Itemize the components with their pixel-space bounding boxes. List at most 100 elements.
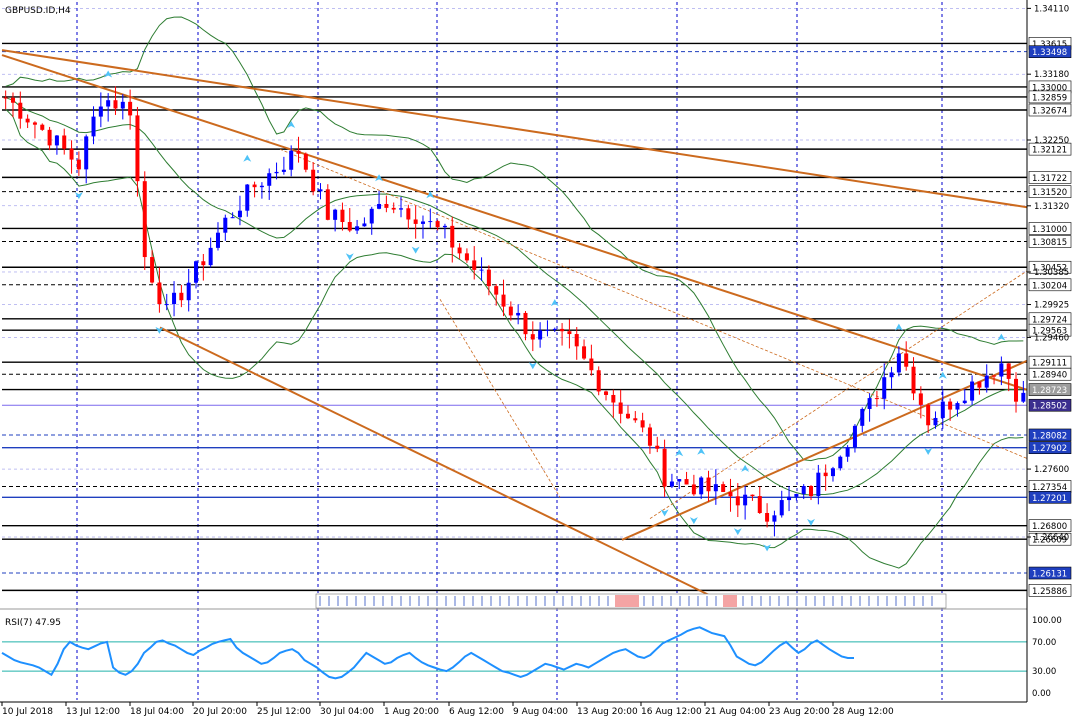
fractals [74, 70, 1006, 552]
bull-candle [779, 500, 784, 516]
rsi-axis-label: 70.00 [1032, 638, 1056, 648]
bull-candle [274, 171, 279, 174]
fractal-up-arrow [375, 174, 384, 182]
price-axis-label: 1.29460 [1034, 333, 1069, 343]
bull-candle [787, 496, 792, 501]
bull-candle [355, 226, 360, 231]
price-level-label: 1.29724 [1032, 315, 1067, 325]
price-level-tag [1028, 532, 1072, 546]
time-axis-label: 18 Jul 04:00 [130, 707, 184, 717]
bull-candle [237, 210, 242, 218]
bear-candle [40, 124, 45, 130]
bull-candle [852, 425, 857, 448]
bear-candle [757, 496, 762, 514]
price-level-label: 1.29111 [1032, 359, 1067, 369]
price-axis-label: 1.29925 [1034, 301, 1069, 311]
fractal-up-arrow [675, 449, 684, 457]
rsi-panel: 100.00 70.00 30.00 0.00 [0, 608, 1062, 699]
bear-candle [662, 448, 667, 487]
descending-channel-lower-trendline[interactable] [159, 326, 713, 598]
bear-candle [618, 402, 623, 414]
price-axis-label: 1.26640 [1034, 533, 1069, 543]
bear-candle [201, 261, 206, 266]
bull-candle [838, 456, 843, 469]
price-level-tag [1028, 491, 1072, 504]
price-level-tag [1028, 383, 1072, 396]
bear-candle [128, 101, 133, 116]
price-axis-label: 1.33180 [1034, 70, 1069, 80]
descending-channel-upper-trendline[interactable] [1, 54, 1028, 391]
bull-candle [940, 401, 945, 418]
bear-candle [18, 102, 23, 119]
bull-candle [962, 400, 967, 404]
price-axis-label: 1.30385 [1034, 268, 1069, 278]
bull-candle [896, 353, 901, 373]
bear-candle [457, 247, 462, 254]
projected-support-line[interactable] [649, 270, 1028, 519]
bull-candle [801, 485, 806, 494]
bull-candle [164, 304, 169, 306]
bull-candle [830, 468, 835, 477]
bear-candle [765, 513, 770, 522]
trendlines[interactable] [1, 49, 1028, 598]
price-level-tag [1028, 90, 1072, 104]
price-level-tag [1028, 367, 1072, 381]
bull-candle [984, 375, 989, 388]
price-level-label: 1.26800 [1032, 522, 1067, 532]
bear-candle [911, 366, 916, 394]
price-level-tag [1028, 260, 1072, 274]
fractal-down-arrow [763, 544, 772, 552]
price-level-label: 1.28723 [1032, 386, 1067, 396]
bear-candle [1014, 378, 1019, 402]
price-level-tag [1028, 103, 1072, 117]
bear-candle [655, 445, 660, 449]
time-axis-label: 21 Aug 04:00 [705, 707, 766, 717]
bull-candle [669, 481, 674, 487]
price-level-label: 1.28940 [1032, 371, 1067, 381]
price-level-label: 1.27201 [1032, 494, 1067, 504]
decline-projection-line[interactable] [439, 299, 561, 498]
bull-candle [369, 208, 374, 224]
bull-candle [98, 106, 103, 117]
ascending-support-trendline[interactable] [621, 359, 1028, 541]
price-level-label: 1.26131 [1032, 570, 1067, 580]
bull-candle [362, 223, 367, 227]
rsi-axis-label: 100.00 [1032, 616, 1062, 626]
bear-candle [76, 159, 81, 170]
fractal-down-arrow [660, 509, 669, 517]
bull-candle [289, 150, 294, 170]
time-axis-label: 20 Jul 20:00 [193, 707, 247, 717]
bull-candle [106, 100, 111, 107]
bear-candle [977, 381, 982, 388]
price-level-label: 1.30204 [1032, 281, 1067, 291]
price-level-tag [1028, 142, 1072, 156]
fractal-up-arrow [243, 154, 252, 162]
bear-candle [494, 286, 499, 295]
price-level-label: 1.32121 [1032, 146, 1067, 156]
long-term-resistance-trendline[interactable] [1, 49, 1028, 209]
price-level-label: 1.32674 [1032, 106, 1067, 116]
price-level-tag [1028, 45, 1072, 58]
price-axis-label: 1.27600 [1034, 465, 1069, 475]
bear-candle [3, 97, 8, 99]
bull-candle [428, 221, 433, 223]
time-strip-highlight [615, 595, 639, 607]
bear-candle [501, 294, 506, 307]
bull-candle [1021, 392, 1026, 402]
bear-candle [918, 393, 923, 405]
fractal-down-arrow [155, 326, 164, 334]
bull-candle [816, 472, 821, 497]
fractal-down-arrow [733, 528, 742, 536]
price-level-label: 1.31520 [1032, 188, 1067, 198]
bear-candle [391, 207, 396, 210]
bull-candle [889, 372, 894, 378]
bear-candle [640, 420, 645, 428]
fractal-down-arrow [345, 253, 354, 261]
price-level-label: 1.28082 [1032, 431, 1067, 441]
bear-candle [150, 257, 155, 283]
fractal-down-arrow [411, 246, 420, 254]
